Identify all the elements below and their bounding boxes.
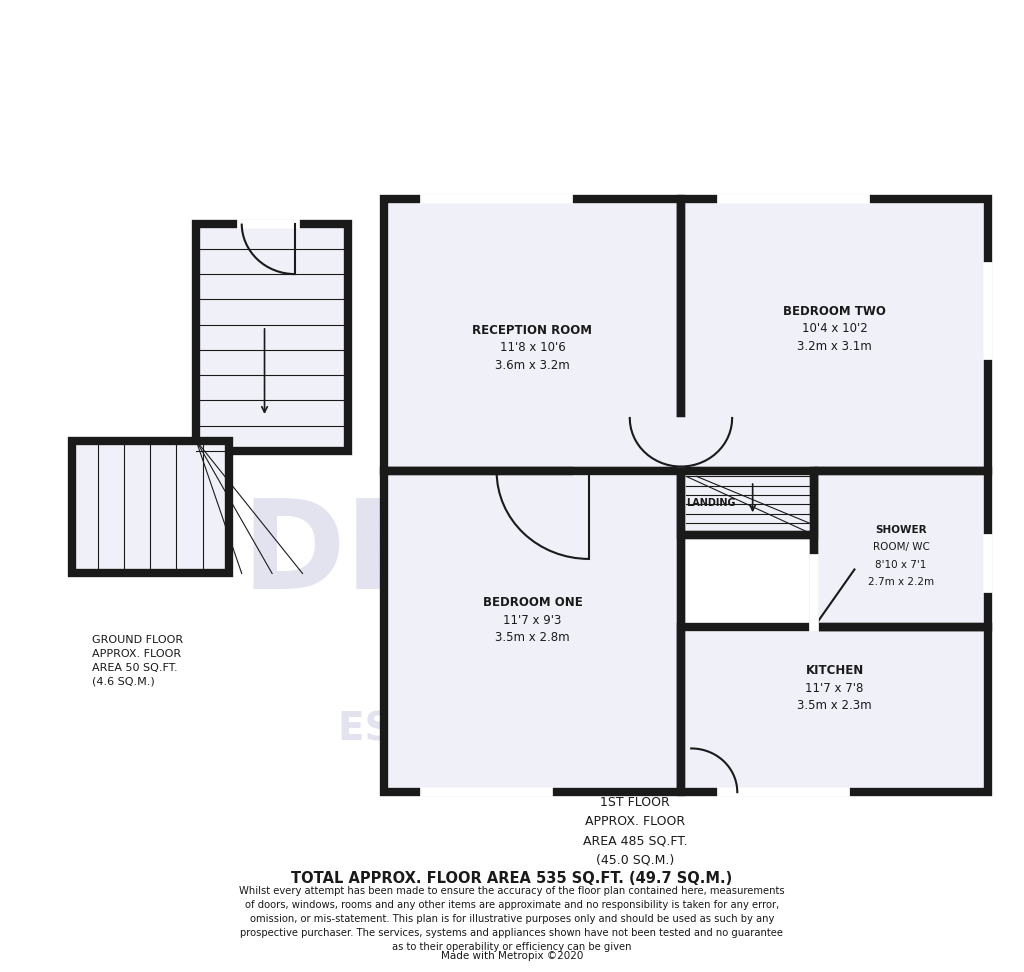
Bar (681, 199, 988, 471)
Text: 2.7m x 2.2m: 2.7m x 2.2m (868, 577, 934, 587)
Polygon shape (630, 418, 732, 467)
Bar (197, 224, 348, 451)
Text: SHOWER: SHOWER (876, 525, 927, 535)
Text: BEDROOM ONE: BEDROOM ONE (482, 596, 583, 609)
Text: RECEPTION ROOM: RECEPTION ROOM (472, 324, 593, 337)
Polygon shape (691, 748, 737, 792)
Text: Made with Metropix ©2020: Made with Metropix ©2020 (440, 952, 584, 961)
Text: TOTAL APPROX. FLOOR AREA 535 SQ.FT. (49.7 SQ.M.): TOTAL APPROX. FLOOR AREA 535 SQ.FT. (49.… (292, 871, 732, 886)
Text: 3.5m x 2.3m: 3.5m x 2.3m (798, 699, 871, 712)
Text: GROUND FLOOR
APPROX. FLOOR
AREA 50 SQ.FT.
(4.6 SQ.M.): GROUND FLOOR APPROX. FLOOR AREA 50 SQ.FT… (92, 635, 183, 687)
Text: 3.5m x 2.8m: 3.5m x 2.8m (496, 631, 569, 644)
Text: 11'7 x 9'3: 11'7 x 9'3 (503, 613, 562, 627)
Text: 3.2m x 3.1m: 3.2m x 3.1m (798, 339, 871, 353)
Text: BEDROOM TWO: BEDROOM TWO (783, 304, 886, 318)
Text: 11'8 x 10'6: 11'8 x 10'6 (500, 341, 565, 355)
Text: 11'7 x 7'8: 11'7 x 7'8 (805, 681, 864, 695)
Bar (384, 471, 681, 792)
Text: 8'10 x 7'1: 8'10 x 7'1 (876, 560, 927, 570)
Bar (681, 627, 988, 792)
Text: DBK: DBK (242, 494, 537, 614)
Text: 10'4 x 10'2: 10'4 x 10'2 (802, 322, 867, 335)
Text: KITCHEN: KITCHEN (806, 664, 863, 677)
Bar (72, 440, 229, 573)
Text: 1ST FLOOR
APPROX. FLOOR
AREA 485 SQ.FT.
(45.0 SQ.M.): 1ST FLOOR APPROX. FLOOR AREA 485 SQ.FT. … (583, 796, 687, 866)
Text: LANDING: LANDING (686, 498, 735, 507)
Text: ESTATE AGENTS: ESTATE AGENTS (338, 710, 686, 748)
Bar (384, 199, 681, 471)
Text: Whilst every attempt has been made to ensure the accuracy of the floor plan cont: Whilst every attempt has been made to en… (240, 885, 784, 952)
Text: ROOM/ WC: ROOM/ WC (872, 542, 930, 552)
Text: 3.6m x 3.2m: 3.6m x 3.2m (496, 359, 569, 372)
Bar (681, 471, 814, 535)
Bar (814, 471, 988, 627)
